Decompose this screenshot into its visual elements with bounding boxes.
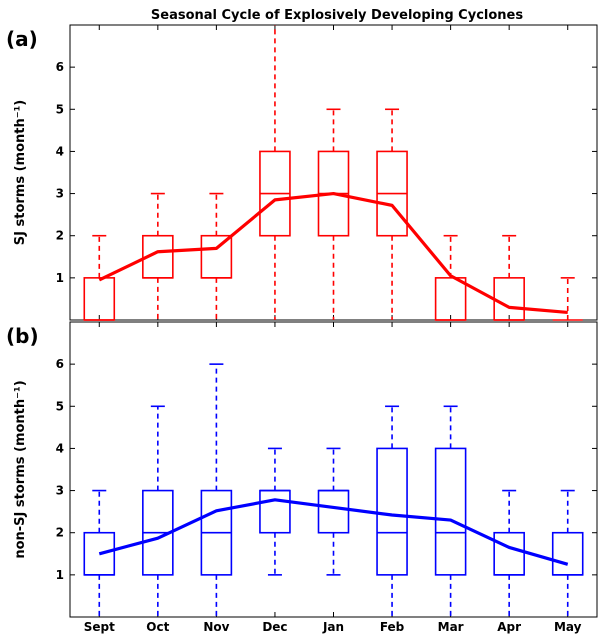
box-mar [434, 234, 467, 321]
x-tick-label: Apr [497, 620, 521, 634]
box-jan [317, 108, 350, 320]
y-tick-label: 4 [56, 144, 64, 158]
y-tick-label: 2 [56, 526, 64, 540]
mean-line [98, 191, 568, 315]
box-oct [142, 405, 174, 617]
box-body [551, 531, 584, 576]
x-tick-labels: Sept Oct Nov Dec Jan Feb Mar Apr May [84, 620, 582, 634]
x-tick-label: Jan [322, 620, 344, 634]
box-body [434, 277, 467, 321]
box-body [83, 277, 116, 321]
box-body [317, 489, 350, 534]
panel-a: 1 2 3 4 5 6 SJ storms (month⁻¹) (a) [6, 24, 598, 321]
x-tick-label: Sept [84, 620, 115, 634]
box-jan [317, 447, 350, 576]
box-body [83, 531, 116, 576]
box-body [493, 277, 525, 321]
box-nov [200, 192, 233, 320]
box-may [552, 277, 583, 321]
box-nov [200, 363, 233, 617]
y-axis-label: non-SJ storms (month⁻¹) [13, 380, 28, 558]
panel-b: 1 2 3 4 5 6 non-SJ storms (month⁻¹) (b) [6, 321, 598, 618]
box-dec [259, 25, 291, 320]
box-feb [376, 405, 408, 617]
box-body [434, 447, 467, 576]
box-dec [259, 447, 291, 576]
x-tick-label: Oct [146, 620, 169, 634]
box-body [376, 447, 408, 576]
box-body [493, 531, 525, 576]
box-oct [142, 192, 174, 320]
y-tick-label: 2 [56, 229, 64, 243]
y-tick-label: 1 [56, 568, 64, 582]
panel-label: (a) [6, 27, 38, 51]
y-tick-label: 6 [56, 357, 64, 371]
y-tick-label: 4 [56, 441, 64, 455]
box-sept [83, 489, 116, 617]
box-feb [376, 108, 408, 320]
box-may [551, 489, 584, 617]
x-tick-label: Dec [262, 620, 287, 634]
x-tick-label: Mar [438, 620, 464, 634]
x-tick-label: Nov [203, 620, 229, 634]
x-tick-label: May [554, 620, 582, 634]
box-mar [434, 405, 467, 617]
box-body [200, 234, 233, 279]
box-apr [493, 489, 525, 617]
y-tick-label: 1 [56, 271, 64, 285]
box-sept [83, 234, 116, 321]
box-body [259, 489, 291, 534]
y-tick-label: 5 [56, 399, 64, 413]
y-axis-label: SJ storms (month⁻¹) [13, 100, 28, 245]
chart-title: Seasonal Cycle of Explosively Developing… [151, 8, 523, 23]
mean-line [98, 498, 569, 566]
y-tick-label: 5 [56, 102, 64, 116]
y-tick-label: 3 [56, 187, 64, 201]
y-tick-label: 6 [56, 60, 64, 74]
x-tick-label: Feb [380, 620, 405, 634]
panel-label: (b) [6, 324, 39, 348]
y-tick-label: 3 [56, 484, 64, 498]
